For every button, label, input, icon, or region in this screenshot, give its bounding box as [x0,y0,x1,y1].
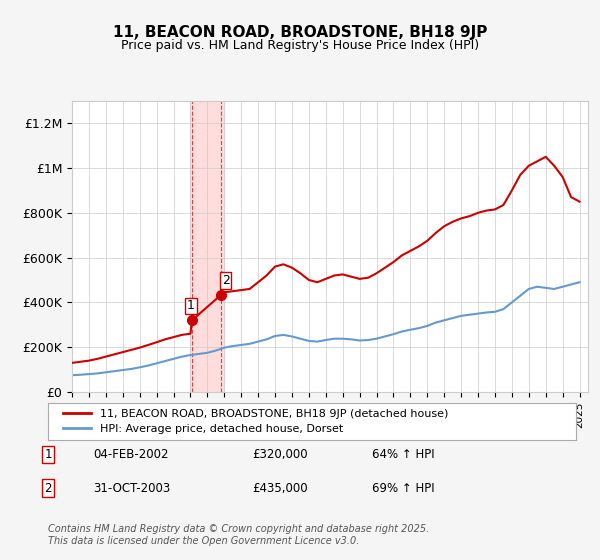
Text: 64% ↑ HPI: 64% ↑ HPI [372,448,434,461]
Text: £320,000: £320,000 [252,448,308,461]
Bar [190,101,224,392]
Text: 1: 1 [187,300,195,312]
Text: 1: 1 [44,448,52,461]
Text: 2: 2 [44,482,52,494]
Text: Contains HM Land Registry data © Crown copyright and database right 2025.
This d: Contains HM Land Registry data © Crown c… [48,524,429,546]
Text: 31-OCT-2003: 31-OCT-2003 [93,482,170,494]
Text: 2: 2 [221,274,230,287]
Text: Price paid vs. HM Land Registry's House Price Index (HPI): Price paid vs. HM Land Registry's House … [121,39,479,52]
Legend: 11, BEACON ROAD, BROADSTONE, BH18 9JP (detached house), HPI: Average price, deta: 11, BEACON ROAD, BROADSTONE, BH18 9JP (d… [59,404,453,438]
Text: 04-FEB-2002: 04-FEB-2002 [93,448,169,461]
Text: £435,000: £435,000 [252,482,308,494]
Text: 11, BEACON ROAD, BROADSTONE, BH18 9JP: 11, BEACON ROAD, BROADSTONE, BH18 9JP [113,25,487,40]
Text: 69% ↑ HPI: 69% ↑ HPI [372,482,434,494]
